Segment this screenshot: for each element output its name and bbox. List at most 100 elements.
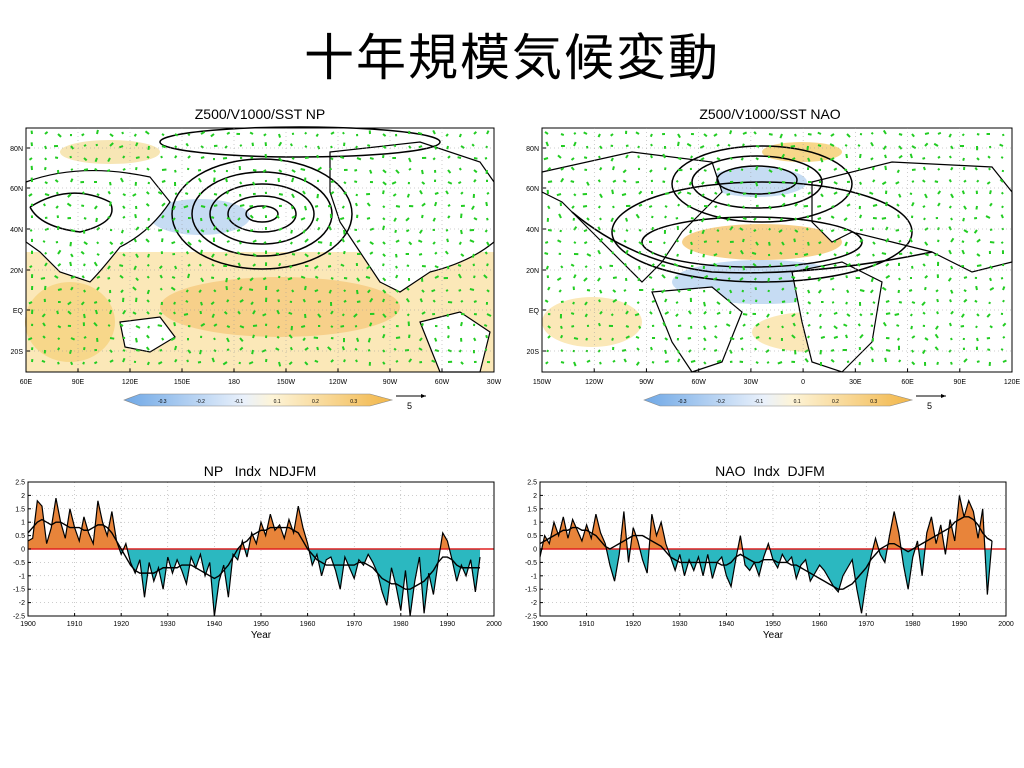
map-frame [541, 127, 1013, 373]
y-tick-label: 1 [21, 520, 25, 527]
annual-index-line [539, 495, 993, 614]
lon-label: 60W [691, 379, 706, 386]
lat-label: 80N [10, 146, 23, 153]
y-tick-label: 1 [533, 520, 537, 527]
longitude-labels: 150W 120W 90W 60W 30W 0 30E 60E 90E 120E [533, 128, 1021, 386]
x-tick-label: 1930 [160, 621, 176, 628]
y-tick-label: -1 [19, 573, 25, 580]
y-tick-label: 1.5 [527, 506, 537, 513]
nao-index-title: NAO Indx DJFM [715, 463, 825, 479]
lon-label: 150E [174, 379, 191, 386]
x-tick-label: 1950 [765, 621, 781, 628]
x-tick-label: 1940 [719, 621, 735, 628]
y-tick-label: -1.5 [525, 587, 537, 594]
smoothed-index-line [539, 516, 993, 590]
x-tick-label: 1970 [346, 621, 362, 628]
lon-label: 180 [228, 379, 240, 386]
lon-label: 120E [1004, 379, 1021, 386]
y-tick-label: 0.5 [527, 533, 537, 540]
y-tick-label: -1.5 [13, 587, 25, 594]
v1000-vectors [27, 129, 492, 367]
y-tick-label: 2 [21, 493, 25, 500]
lon-label: 150W [277, 379, 296, 386]
y-tick-label: -0.5 [13, 560, 25, 567]
y-tick-label: 0 [21, 547, 25, 554]
lon-label: 150W [533, 379, 552, 386]
y-tick-label: -2.5 [525, 614, 537, 621]
lon-label: 30W [487, 379, 502, 386]
nao-map-title: Z500/V1000/SST NAO [699, 106, 841, 122]
colorbar-label: 0.2 [832, 399, 839, 405]
lon-label: 0 [801, 379, 805, 386]
y-tick-label: 0.5 [15, 533, 25, 540]
v1000-vectors [543, 129, 1007, 367]
annual-index-line [27, 497, 481, 617]
lat-label: 20S [11, 349, 24, 356]
lon-label: 60E [901, 379, 914, 386]
x-tick-label: 1910 [67, 621, 83, 628]
x-tick-label: 1960 [300, 621, 316, 628]
lat-label: 80N [526, 146, 539, 153]
vector-reference: 5 [916, 394, 946, 411]
lon-label: 30W [744, 379, 759, 386]
lon-label: 60E [20, 379, 33, 386]
np-map-title: Z500/V1000/SST NP [194, 106, 326, 122]
lat-label: 60N [526, 186, 539, 193]
y-tick-label: -2 [531, 600, 537, 607]
slide-title: 十年規模気候変動 [304, 29, 720, 87]
lat-label: EQ [13, 308, 24, 315]
lon-label: 90W [383, 379, 398, 386]
lon-label: 60W [435, 379, 450, 386]
x-tick-label: 1940 [207, 621, 223, 628]
colorbar-label: 0.1 [794, 399, 801, 405]
colorbar-label: 0.3 [350, 399, 357, 405]
positive-area [540, 495, 993, 549]
y-tick-label: -1 [531, 573, 537, 580]
z500-contours [571, 145, 933, 283]
lon-label: 90W [639, 379, 654, 386]
x-axis-label: Year [251, 630, 272, 641]
lat-label: 40N [10, 227, 23, 234]
y-tick-label: -2 [19, 600, 25, 607]
lon-label: 120W [329, 379, 348, 386]
y-tick-label: 2.5 [15, 480, 25, 487]
x-tick-label: 2000 [998, 621, 1014, 628]
x-tick-label: 1990 [440, 621, 456, 628]
longitude-labels: 60E 90E 120E 150E 180 150W 120W 90W 60W 30W [20, 128, 502, 386]
x-tick-label: 1910 [579, 621, 595, 628]
colorbar-label: 0.2 [312, 399, 319, 405]
lon-label: 120E [122, 379, 139, 386]
np-regression-map: 80N 60N 40N 20N EQ 20S 60E 90E 120E 150E 180 150W 1… [10, 126, 502, 411]
lon-label: 90E [72, 379, 85, 386]
colorbar-label: -0.1 [755, 399, 764, 405]
x-tick-label: 1980 [393, 621, 409, 628]
x-tick-label: 1900 [20, 621, 36, 628]
colorbar-label: 0.1 [274, 399, 281, 405]
y-tick-label: -2.5 [13, 614, 25, 621]
y-tick-label: 1.5 [15, 506, 25, 513]
colorbar-label: -0.2 [196, 399, 205, 405]
colorbar-label: 0.3 [870, 399, 877, 405]
colorbar-labels: -0.3 -0.2 -0.1 0.1 0.2 0.3 [158, 399, 357, 405]
lon-label: 30E [849, 379, 862, 386]
smoothed-index-line [27, 518, 481, 590]
lat-label: 20N [526, 268, 539, 275]
x-tick-label: 1960 [812, 621, 828, 628]
x-axis-label: Year [763, 630, 784, 641]
y-tick-label: 0 [533, 547, 537, 554]
x-tick-label: 1970 [858, 621, 874, 628]
colorbar-label: -0.3 [158, 399, 167, 405]
x-tick-label: 2000 [486, 621, 502, 628]
z500-contours [29, 126, 441, 270]
vector-reference: 5 [396, 394, 426, 411]
x-tick-label: 1930 [672, 621, 688, 628]
np-index-title: NP Indx NDJFM [203, 463, 317, 479]
map-frame [25, 127, 495, 373]
colorbar-label: -0.1 [235, 399, 244, 405]
x-tick-label: 1920 [625, 621, 641, 628]
lat-label: 60N [10, 186, 23, 193]
lon-label: 120W [585, 379, 604, 386]
latitude-labels: 80N 60N 40N 20N EQ 20S [526, 146, 1012, 356]
